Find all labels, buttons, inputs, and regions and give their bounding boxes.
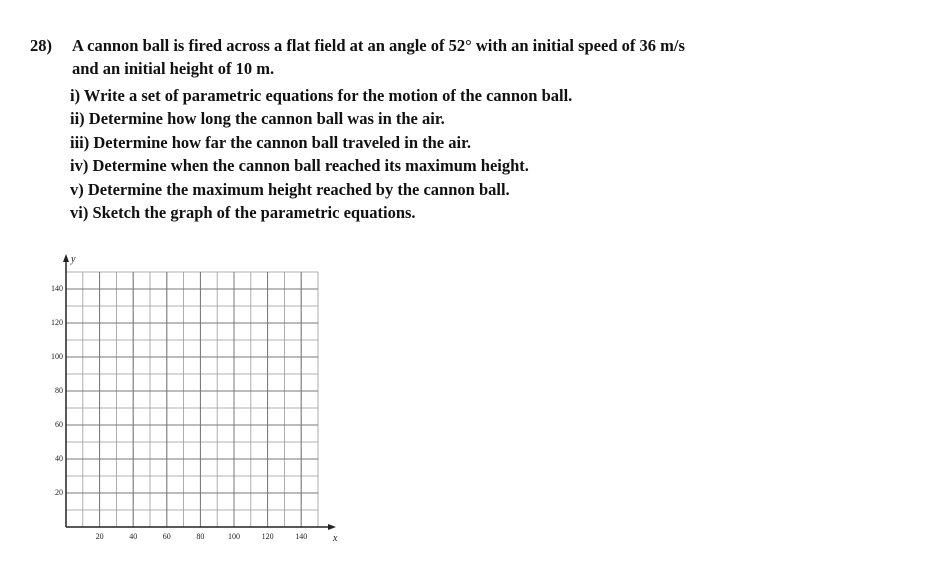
y-axis-label: y <box>70 254 76 265</box>
y-tick-label: 40 <box>55 454 63 463</box>
y-tick-label: 80 <box>55 386 63 395</box>
x-arrow <box>328 524 336 530</box>
problem-line: and an initial height of 10 m. <box>72 59 275 78</box>
y-tick-label: 60 <box>55 420 63 429</box>
problem-line: v) Determine the maximum height reached … <box>70 180 510 199</box>
problem-line: A cannon ball is fired across a flat fie… <box>72 36 685 55</box>
x-tick-label: 60 <box>163 532 171 541</box>
y-arrow <box>63 254 69 262</box>
problem-line: ii) Determine how long the cannon ball w… <box>70 109 445 128</box>
problem-line: iv) Determine when the cannon ball reach… <box>70 156 529 175</box>
y-tick-label: 100 <box>51 352 63 361</box>
problem-number: 28) <box>30 36 52 55</box>
x-axis-label: x <box>332 533 338 544</box>
x-tick-label: 20 <box>96 532 104 541</box>
problem-line: vi) Sketch the graph of the parametric e… <box>70 203 416 222</box>
y-tick-label: 120 <box>51 318 63 327</box>
x-tick-label: 120 <box>262 532 274 541</box>
x-tick-label: 100 <box>228 532 240 541</box>
x-tick-label: 40 <box>129 532 137 541</box>
y-tick-label: 20 <box>55 488 63 497</box>
problem-line: i) Write a set of parametric equations f… <box>70 86 573 105</box>
x-tick-label: 140 <box>295 532 307 541</box>
x-tick-label: 80 <box>196 532 204 541</box>
problem-line: iii) Determine how far the cannon ball t… <box>70 133 472 152</box>
y-tick-label: 140 <box>51 284 63 293</box>
